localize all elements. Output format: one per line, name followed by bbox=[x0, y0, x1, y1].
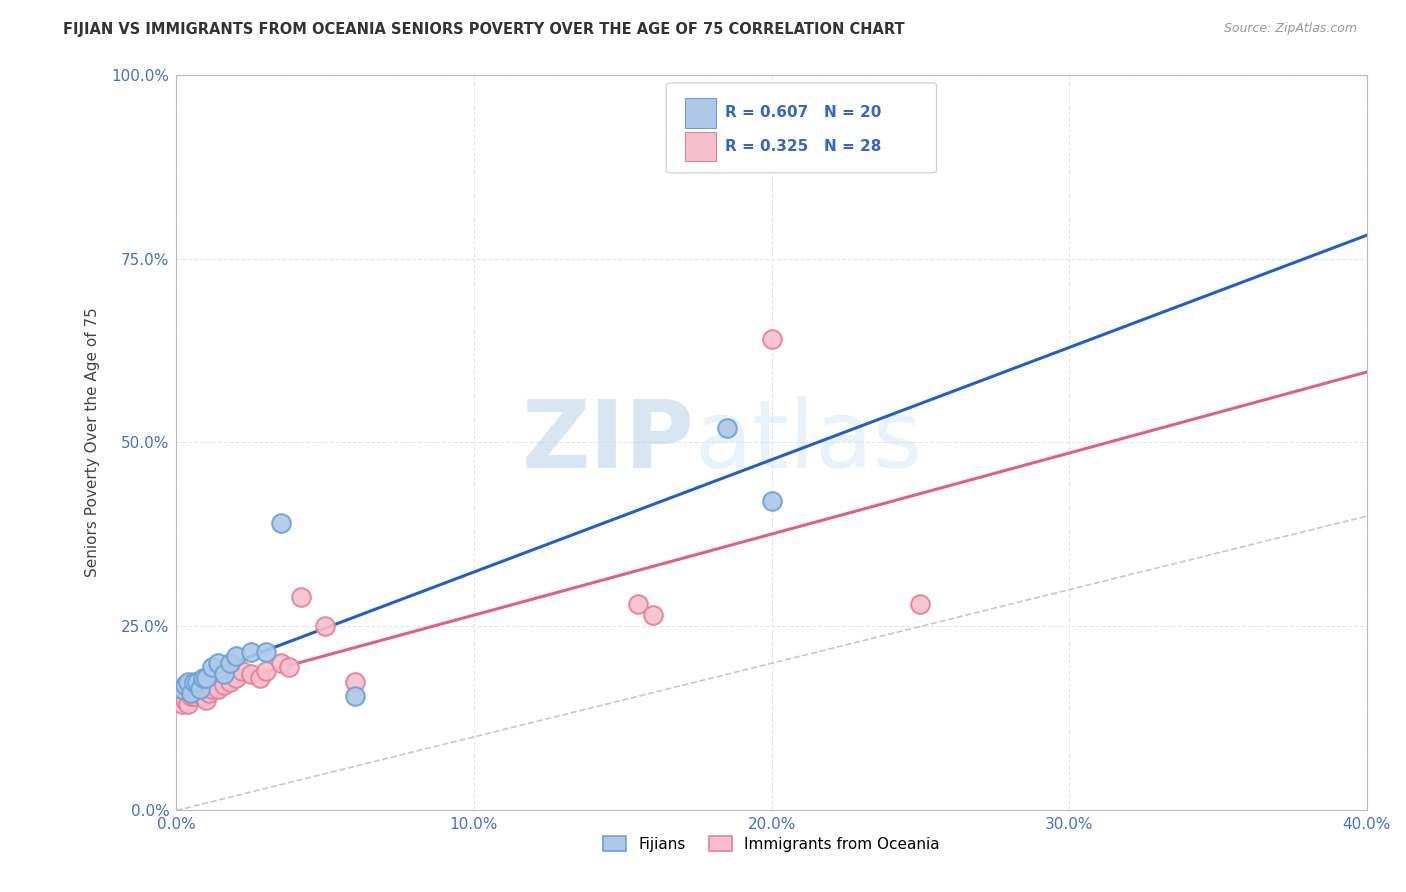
Point bbox=[191, 671, 214, 685]
Point bbox=[254, 664, 277, 678]
Point bbox=[212, 678, 235, 692]
Point bbox=[249, 671, 271, 685]
Point bbox=[174, 693, 197, 707]
Point bbox=[174, 678, 197, 692]
Point bbox=[195, 693, 218, 707]
Point bbox=[177, 674, 200, 689]
Point bbox=[761, 494, 783, 508]
Point bbox=[627, 598, 650, 612]
Text: Source: ZipAtlas.com: Source: ZipAtlas.com bbox=[1223, 22, 1357, 36]
Point bbox=[177, 697, 200, 711]
Point bbox=[172, 681, 194, 696]
Point bbox=[239, 645, 262, 659]
Point bbox=[716, 421, 738, 435]
Point bbox=[188, 681, 211, 696]
Point bbox=[183, 674, 205, 689]
Text: R = 0.325   N = 28: R = 0.325 N = 28 bbox=[724, 139, 882, 154]
Y-axis label: Seniors Poverty Over the Age of 75: Seniors Poverty Over the Age of 75 bbox=[86, 308, 100, 577]
Point bbox=[198, 686, 221, 700]
Point bbox=[343, 674, 366, 689]
Point bbox=[270, 516, 292, 531]
Point bbox=[195, 671, 218, 685]
Point bbox=[172, 697, 194, 711]
Point bbox=[761, 333, 783, 347]
Point bbox=[180, 690, 202, 704]
Point bbox=[278, 660, 301, 674]
Point bbox=[201, 681, 224, 696]
Text: R = 0.607   N = 20: R = 0.607 N = 20 bbox=[724, 105, 882, 120]
Text: FIJIAN VS IMMIGRANTS FROM OCEANIA SENIORS POVERTY OVER THE AGE OF 75 CORRELATION: FIJIAN VS IMMIGRANTS FROM OCEANIA SENIOR… bbox=[63, 22, 905, 37]
Legend: Fijians, Immigrants from Oceania: Fijians, Immigrants from Oceania bbox=[598, 830, 946, 858]
Point bbox=[343, 690, 366, 704]
Point bbox=[225, 671, 247, 685]
Point bbox=[225, 648, 247, 663]
Point bbox=[188, 681, 211, 696]
Text: ZIP: ZIP bbox=[522, 396, 695, 489]
Point bbox=[314, 619, 336, 633]
Point bbox=[254, 645, 277, 659]
Point bbox=[239, 667, 262, 681]
Point bbox=[219, 674, 242, 689]
Point bbox=[231, 664, 253, 678]
Point bbox=[186, 686, 208, 700]
Point bbox=[183, 690, 205, 704]
Text: atlas: atlas bbox=[695, 396, 922, 489]
Point bbox=[191, 690, 214, 704]
Point bbox=[180, 686, 202, 700]
Point bbox=[186, 674, 208, 689]
Point bbox=[270, 657, 292, 671]
Point bbox=[219, 657, 242, 671]
Point bbox=[910, 598, 932, 612]
Point bbox=[641, 608, 664, 623]
Point bbox=[290, 590, 312, 604]
Point bbox=[201, 660, 224, 674]
Point bbox=[207, 657, 229, 671]
Point bbox=[212, 667, 235, 681]
Point bbox=[207, 681, 229, 696]
